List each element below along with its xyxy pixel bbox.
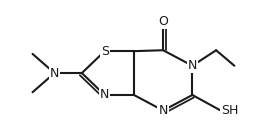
Text: N: N <box>50 67 59 80</box>
Text: N: N <box>188 59 197 72</box>
Text: N: N <box>100 89 109 102</box>
Text: O: O <box>158 15 168 28</box>
Text: SH: SH <box>221 104 238 117</box>
Text: S: S <box>101 45 109 58</box>
Text: N: N <box>159 104 168 117</box>
